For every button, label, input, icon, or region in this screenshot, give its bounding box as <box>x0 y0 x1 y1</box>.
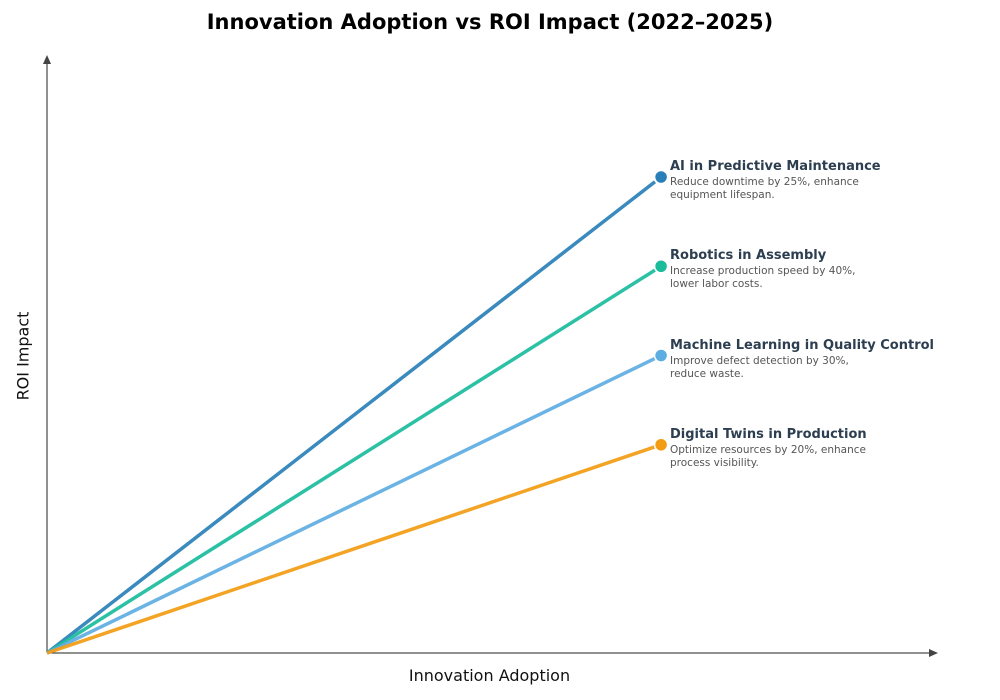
series-description: Improve defect detection by 30%, reduce … <box>670 354 849 380</box>
series-annotation: AI in Predictive Maintenance Reduce downt… <box>670 159 885 202</box>
series-line <box>45 180 657 655</box>
series-line <box>46 445 656 655</box>
series-name: Robotics in Assembly <box>670 248 827 264</box>
series-line <box>46 356 656 655</box>
series-description: Increase production speed by 40%, lower … <box>670 265 856 291</box>
series-endpoint <box>653 437 669 452</box>
series-name: Digital Twins in Production <box>670 426 867 442</box>
series-description: Optimize resources by 20%, enhance proce… <box>670 443 866 469</box>
chart-title: Innovation Adoption vs ROI Impact (2022–… <box>206 10 774 34</box>
x-axis-label: Innovation Adoption <box>408 666 571 685</box>
series-description: Reduce downtime by 25%, enhance equipmen… <box>670 176 859 201</box>
series-annotation: Machine Learning in Quality Control Impro… <box>670 338 934 381</box>
series-annotation: Digital Twins in Production Optimize reso… <box>670 427 885 470</box>
series-endpoint <box>653 169 669 185</box>
series-annotation: Robotics in Assembly Increase production … <box>670 248 885 291</box>
y-axis-label: ROI Impact <box>13 311 33 401</box>
series-line <box>46 268 656 655</box>
series-name: AI in Predictive Maintenance <box>670 159 881 174</box>
y-axis-arrow-icon <box>43 55 51 64</box>
series-endpoint <box>653 259 669 274</box>
series-endpoint <box>653 348 669 363</box>
x-axis-arrow-icon <box>929 649 938 657</box>
series-name: Machine Learning in Quality Control <box>670 337 934 353</box>
